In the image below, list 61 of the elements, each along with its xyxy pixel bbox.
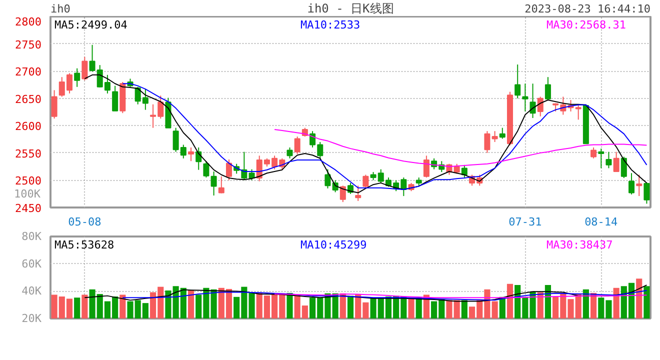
candlestick	[499, 127, 506, 140]
y-tick-label: 2550	[15, 147, 42, 160]
candlestick	[537, 96, 544, 117]
candlestick	[613, 151, 620, 172]
y-tick-label: 80K	[22, 230, 42, 243]
candlestick	[355, 185, 362, 202]
candlestick	[112, 85, 118, 112]
candlestick	[423, 155, 430, 178]
candlestick	[340, 185, 346, 203]
x-tick-label: 07-31	[508, 216, 542, 228]
text: MA10:45299	[300, 238, 367, 252]
text: MA5:2499.04	[54, 18, 128, 32]
y-tick-label: 2700	[15, 66, 42, 79]
text: MA30:2568.31	[546, 18, 626, 32]
candlestick	[210, 170, 217, 196]
candlestick	[461, 164, 468, 178]
candlestick	[606, 151, 612, 169]
candlestick	[492, 130, 498, 143]
candlestick	[218, 176, 224, 194]
y-tick-label: 2650	[15, 92, 42, 106]
y-tick-label: 2450	[15, 202, 42, 215]
candlestick	[74, 68, 80, 88]
chart-title: ih0 - 日K线图	[307, 2, 394, 16]
candlestick	[484, 130, 490, 154]
y-tick-label: 2500	[15, 174, 42, 188]
line-series	[84, 284, 648, 302]
candlestick	[51, 90, 58, 120]
candlestick	[544, 76, 551, 100]
text: MA30:38437	[546, 238, 613, 252]
y-tick-label: 2750	[15, 38, 42, 52]
y-tick-label: 2800	[15, 16, 42, 28]
candlestick	[628, 172, 635, 195]
candlestick	[362, 174, 369, 189]
candlestick	[598, 148, 604, 169]
candlestick	[636, 174, 642, 197]
text: 2023-08-23 16:44:10	[524, 2, 651, 16]
text: ih0	[50, 2, 70, 16]
candlestick	[514, 64, 521, 99]
candlestick	[644, 182, 650, 204]
text: 100K	[14, 188, 41, 201]
x-tick-label: 08-14	[584, 216, 618, 228]
text: MA10:2533	[300, 18, 360, 32]
candlestick	[294, 136, 300, 155]
candlestick	[82, 56, 88, 81]
text: MA5:53628	[54, 238, 114, 252]
candlestick	[620, 156, 627, 179]
candlestick	[522, 83, 528, 112]
candlestick	[248, 168, 255, 181]
candlestick	[324, 168, 331, 189]
candlestick	[188, 146, 194, 162]
candlestick	[203, 160, 210, 178]
x-tick-label: 05-08	[68, 216, 102, 228]
candlestick	[286, 146, 293, 159]
y-tick-label: 60K	[22, 257, 42, 270]
y-tick-label: 20K	[22, 312, 42, 325]
candlestick	[226, 158, 232, 181]
line-series	[122, 290, 648, 301]
candlestick	[590, 146, 597, 159]
y-tick-label: 40K	[22, 284, 42, 298]
candlestick	[530, 83, 536, 119]
y-tick-label: 2600	[15, 120, 42, 134]
